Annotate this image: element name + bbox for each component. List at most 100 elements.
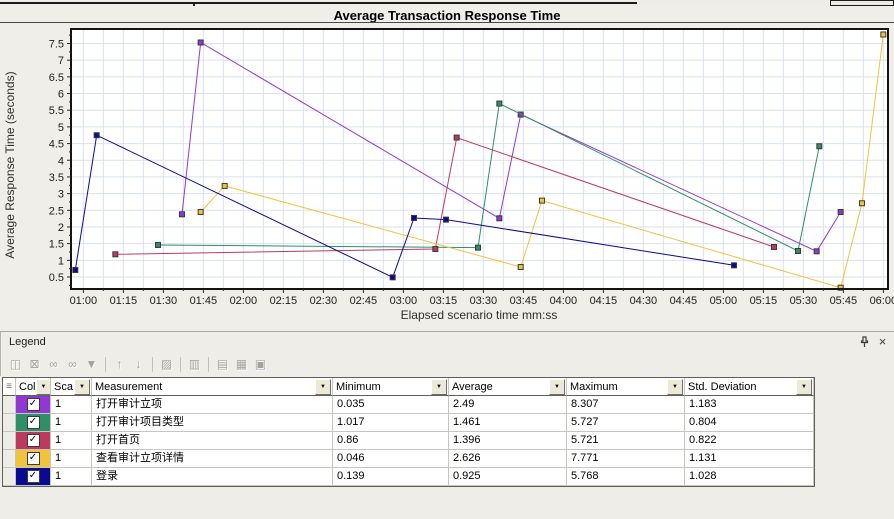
sort-descending-icon[interactable]: ↓ xyxy=(135,357,142,371)
x-tick-label: 03:15 xyxy=(430,295,458,307)
color-swatch: ✓ xyxy=(16,468,51,486)
y-tick-label: 3 xyxy=(58,189,64,201)
pushpin-glyph xyxy=(860,336,869,347)
data-point xyxy=(858,200,865,207)
legend-table: ≡ Col ▼ Sca ▼ Measurement ▼ Minimum ▼ Average ▼ Max… xyxy=(2,377,815,487)
column-filter-dropdown-col[interactable]: ▼ xyxy=(35,378,50,395)
cell-maximum: 5.727 xyxy=(567,414,685,432)
column-header-label: Measurement xyxy=(95,380,163,393)
visibility-checkbox[interactable]: ✓ xyxy=(26,452,40,465)
column-header-row-selector[interactable]: ≡ xyxy=(3,378,16,396)
data-point xyxy=(197,208,204,215)
visibility-checkbox[interactable]: ✓ xyxy=(26,470,40,483)
save-icon[interactable]: ▣ xyxy=(254,357,267,371)
x-tick-label: 02:15 xyxy=(270,295,298,307)
y-tick-label: 0.5 xyxy=(49,272,64,284)
cell-minimum: 0.86 xyxy=(333,432,449,450)
row-selector[interactable] xyxy=(3,414,16,432)
data-point xyxy=(816,143,823,150)
filter-icon[interactable]: ▼ xyxy=(85,357,98,371)
column-filter-dropdown-minimum[interactable]: ▼ xyxy=(431,378,447,395)
show-all-measurements-icon[interactable]: ∞ xyxy=(68,357,77,371)
x-tick-label: 04:45 xyxy=(670,295,698,307)
column-header-minimum[interactable]: Minimum ▼ xyxy=(333,378,449,396)
color-swatch: ✓ xyxy=(16,414,51,432)
cell-average: 1.396 xyxy=(449,432,567,450)
column-filter-dropdown-std-deviation[interactable]: ▼ xyxy=(796,378,812,395)
select-columns-icon[interactable]: ▥ xyxy=(188,357,201,371)
data-point xyxy=(72,266,79,273)
row-selector[interactable] xyxy=(3,468,16,486)
cell-scale: 1 xyxy=(51,450,92,468)
x-tick-label: 01:30 xyxy=(150,295,178,307)
visibility-checkbox[interactable]: ✓ xyxy=(26,416,40,429)
data-point xyxy=(837,284,844,291)
chart-panel: Average Transaction Response Time 01:00 0… xyxy=(0,6,894,331)
sort-ascending-icon[interactable]: ↑ xyxy=(116,357,123,371)
copy-icon[interactable]: ▤ xyxy=(216,357,229,371)
data-point xyxy=(770,243,777,250)
cell-std-deviation: 0.804 xyxy=(685,414,814,432)
pin-icon[interactable] xyxy=(857,335,872,349)
x-tick-label: 05:15 xyxy=(750,295,778,307)
cell-average: 2.626 xyxy=(449,450,567,468)
toolbar-separator xyxy=(180,356,181,372)
cell-measurement: 查看审计立项详情 xyxy=(92,450,333,468)
column-header-label: Col xyxy=(19,380,36,393)
x-tick-label: 02:30 xyxy=(310,295,338,307)
y-tick-label: 2 xyxy=(58,222,64,234)
cell-scale: 1 xyxy=(51,468,92,486)
row-selector[interactable] xyxy=(3,432,16,450)
data-point xyxy=(813,248,820,255)
column-filter-dropdown-measurement[interactable]: ▼ xyxy=(315,378,331,395)
toolbar-separator xyxy=(208,356,209,372)
data-point xyxy=(410,214,417,221)
data-point xyxy=(432,245,439,252)
data-point xyxy=(496,215,503,222)
x-tick-label: 04:15 xyxy=(590,295,618,307)
show-measurement-icon[interactable]: ∞ xyxy=(49,357,58,371)
toolbar-separator xyxy=(105,356,106,372)
cell-measurement: 打开首页 xyxy=(92,432,333,450)
data-point xyxy=(93,132,100,139)
configure-measurements-icon[interactable]: ▨ xyxy=(160,357,173,371)
column-header-std-deviation[interactable]: Std. Deviation ▼ xyxy=(685,378,814,396)
column-header-label: Maximum xyxy=(570,380,618,393)
y-tick-label: 3.5 xyxy=(49,172,64,184)
close-icon[interactable]: × xyxy=(878,334,887,349)
column-header-average[interactable]: Average ▼ xyxy=(449,378,567,396)
data-point xyxy=(730,262,737,269)
plot-area: 01:00 01:15 01:30 01:45 02:00 02:15 02:30 02:45… xyxy=(49,28,894,307)
row-selector[interactable] xyxy=(3,450,16,468)
x-tick-label: 05:45 xyxy=(830,295,858,307)
hide-graph-icon[interactable]: ◫ xyxy=(9,357,22,371)
column-header-sca[interactable]: Sca ▼ xyxy=(51,378,92,396)
cell-std-deviation: 1.028 xyxy=(685,468,814,486)
cell-minimum: 0.139 xyxy=(333,468,449,486)
visibility-checkbox[interactable]: ✓ xyxy=(26,434,40,447)
row-selector[interactable] xyxy=(3,396,16,414)
column-filter-dropdown-maximum[interactable]: ▼ xyxy=(667,378,683,395)
column-header-maximum[interactable]: Maximum ▼ xyxy=(567,378,685,396)
legend-panel: Legend × ◫ ⊠ ∞ ∞ ▼ ↑ ↓ ▨ ▥ ▤ ▦ ▣ ≡ Col ▼ Sca ▼ Measureme… xyxy=(0,331,894,519)
x-tick-label: 05:30 xyxy=(790,295,818,307)
export-icon[interactable]: ▦ xyxy=(235,357,248,371)
y-tick-label: 6 xyxy=(58,89,64,101)
column-filter-dropdown-sca[interactable]: ▼ xyxy=(74,378,90,395)
column-filter-dropdown-average[interactable]: ▼ xyxy=(549,378,565,395)
x-tick-label: 03:00 xyxy=(390,295,418,307)
cell-maximum: 5.721 xyxy=(567,432,685,450)
column-header-label: Sca xyxy=(54,380,73,393)
column-header-measurement[interactable]: Measurement ▼ xyxy=(92,378,333,396)
hide-measurement-icon[interactable]: ⊠ xyxy=(29,357,40,371)
row-selector-icon: ≡ xyxy=(6,381,12,392)
y-tick-label: 7 xyxy=(58,55,64,67)
legend-panel-title: Legend xyxy=(9,336,46,348)
visibility-checkbox[interactable]: ✓ xyxy=(26,398,40,411)
top-border-notch xyxy=(193,2,195,6)
color-swatch: ✓ xyxy=(16,396,51,414)
chart-canvas[interactable]: Average Transaction Response Time 01:00 0… xyxy=(0,6,894,331)
color-swatch: ✓ xyxy=(16,450,51,468)
column-header-col[interactable]: Col ▼ xyxy=(16,378,51,396)
y-tick-label: 5.5 xyxy=(49,105,64,117)
